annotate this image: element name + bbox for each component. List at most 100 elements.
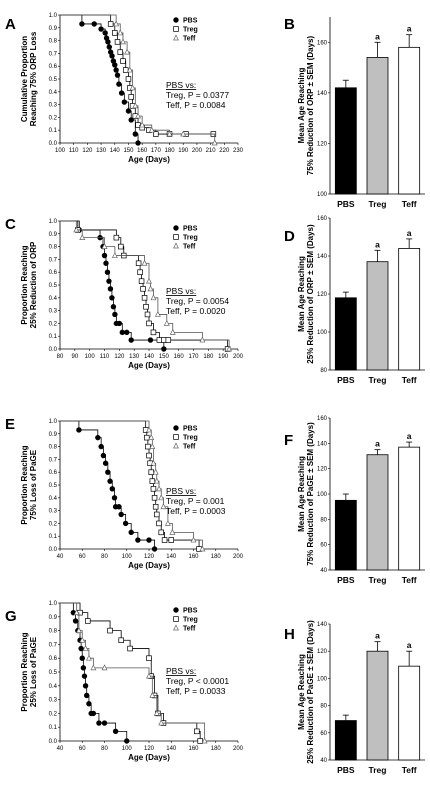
y-tick-label: 0.0 — [49, 141, 58, 147]
y-tick-label: 1.0 — [49, 601, 58, 607]
x-tick-label: 210 — [206, 148, 217, 154]
x-tick-label: 150 — [159, 354, 170, 360]
y-tick-label: 0.7 — [49, 457, 58, 463]
data-point — [113, 20, 120, 27]
stats-title: PBS vs: — [166, 486, 196, 496]
y-tick-label: 140 — [317, 441, 328, 447]
data-point — [146, 277, 152, 284]
series-treg — [60, 220, 231, 352]
legend-label: Treg — [183, 27, 198, 34]
x-tick-label: 160 — [137, 148, 148, 154]
data-point — [150, 486, 157, 492]
x-tick-label: 170 — [188, 354, 199, 360]
y-tick-label: 120 — [317, 467, 328, 473]
y-tick-label: 0.7 — [49, 642, 58, 648]
legend: PBS Treg Teff — [173, 17, 198, 43]
y-tick-label: 160 — [317, 40, 328, 46]
panel-letter: G — [5, 608, 17, 625]
data-point — [173, 616, 179, 622]
bar-pbs — [334, 499, 357, 571]
y-tick-label: 0.1 — [49, 334, 58, 340]
data-point — [98, 26, 104, 32]
x-tick-label: 130 — [96, 148, 107, 154]
data-point — [173, 442, 179, 449]
data-point — [169, 328, 176, 335]
series-pbs — [60, 602, 130, 744]
data-point — [128, 337, 134, 343]
data-point — [152, 468, 159, 475]
data-point — [156, 337, 163, 343]
x-axis-label: Age (Days) — [128, 155, 170, 164]
x-tick-label: 100 — [55, 148, 66, 154]
category-label: Teff — [402, 575, 417, 585]
category-label: Treg — [369, 575, 387, 585]
data-point — [163, 319, 170, 326]
data-point — [116, 81, 122, 87]
data-point — [173, 425, 179, 431]
bar-teff — [398, 446, 421, 571]
x-axis-label: Age (Days) — [128, 753, 170, 762]
data-point — [144, 311, 151, 318]
km-panel-c: C 0.0 0.1 0.2 0.3 0.4 0.5 0.6 0.7 0.8 0.9 1.0 80 90 10… — [5, 216, 244, 370]
y-axis-label: Mean Age Reaching25% Reduction of ORP ± … — [297, 224, 315, 364]
data-point — [85, 654, 92, 661]
y-axis-label: Mean Age Reaching75% Reduction of PaGE ±… — [297, 422, 315, 566]
data-point — [109, 295, 115, 301]
data-point — [117, 29, 124, 36]
data-point — [128, 529, 134, 536]
data-point — [90, 710, 97, 717]
y-tick-label: 0.6 — [49, 64, 58, 70]
category-label: Treg — [369, 199, 387, 209]
x-tick-label: 150 — [123, 148, 134, 154]
x-tick-label: 190 — [178, 148, 189, 154]
y-tick-label: 0.0 — [49, 547, 58, 553]
data-point — [146, 655, 152, 661]
x-tick-label: 130 — [129, 354, 140, 360]
data-point — [111, 495, 118, 501]
data-point — [158, 494, 165, 501]
data-point — [166, 130, 173, 137]
legend-label: Treg — [183, 435, 198, 442]
category-label: Treg — [369, 765, 387, 775]
data-point — [105, 469, 111, 475]
series-line-treg — [60, 420, 200, 549]
data-point — [107, 21, 114, 27]
data-point — [148, 434, 155, 440]
x-tick-label: 120 — [144, 554, 155, 560]
x-tick-label: 120 — [114, 354, 125, 360]
y-tick-label: 0.3 — [49, 698, 58, 704]
data-point — [156, 520, 162, 527]
stats-line: Treg, P < 0.0001 — [166, 676, 229, 686]
x-tick-label: 120 — [82, 148, 93, 154]
data-point — [129, 84, 136, 91]
legend-label: PBS — [183, 608, 198, 615]
x-tick-label: 170 — [151, 148, 162, 154]
data-point — [156, 485, 162, 492]
data-point — [80, 665, 87, 671]
significance-label: a — [407, 431, 412, 441]
y-tick-label: 60 — [320, 731, 327, 737]
y-axis-label: Cumulative ProportionReaching 75% ORP Lo… — [20, 31, 38, 126]
data-point — [147, 285, 154, 292]
data-point — [103, 260, 109, 266]
x-tick-label: 100 — [122, 554, 133, 560]
data-point — [173, 17, 179, 23]
bar-teff — [398, 46, 421, 195]
significance-label: a — [407, 640, 412, 650]
y-tick-label: 0.8 — [49, 445, 58, 451]
category-label: PBS — [337, 375, 355, 385]
y-tick-label: 100 — [317, 192, 328, 198]
data-point — [165, 337, 172, 343]
y-tick-label: 0.6 — [49, 270, 58, 276]
data-point — [147, 337, 154, 343]
y-tick-label: 0.8 — [49, 39, 58, 45]
y-tick-label: 1.0 — [49, 219, 58, 225]
data-point — [126, 66, 133, 73]
y-axis-label: Proportion Reaching75% Loss of PaGE — [20, 445, 38, 524]
bar-pbs — [334, 297, 357, 371]
series-line-pbs — [60, 602, 128, 741]
legend: PBS Treg Teff — [173, 225, 198, 251]
data-point — [146, 426, 152, 433]
bar-teff — [398, 247, 421, 371]
data-point — [102, 460, 109, 466]
